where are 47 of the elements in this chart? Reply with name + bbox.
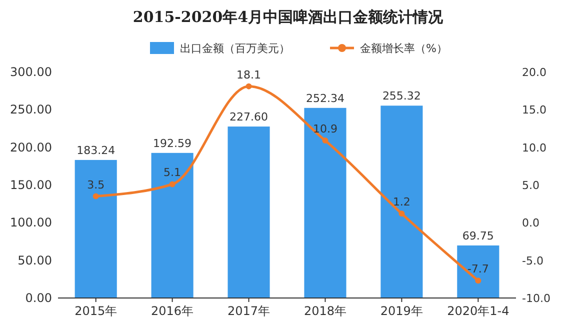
y2-tick-label: -5.0 (522, 254, 544, 268)
y2-tick-label: 20.0 (522, 66, 546, 79)
y2-tick-label: 10.0 (522, 141, 546, 154)
x-tick-label: 2020年1-4 (447, 304, 510, 318)
bar (457, 245, 500, 298)
point (169, 181, 176, 188)
data-label: 192.59 (153, 136, 192, 150)
y2-tick-label: 5.0 (522, 179, 540, 192)
y2-tick-label: 15.0 (522, 104, 546, 117)
legend-label: 出口金额（百万美元） (180, 42, 290, 55)
data-label: 227.60 (230, 110, 268, 124)
point (246, 83, 252, 90)
data-label: 5.1 (164, 166, 182, 180)
y-tick-label: 0.00 (25, 291, 52, 305)
data-label: 18.1 (236, 68, 262, 82)
x-tick-label: 2016年 (151, 304, 194, 318)
data-label: 69.75 (462, 229, 494, 242)
y-tick-label: 250.00 (10, 102, 52, 117)
y-tick-label: 150.00 (10, 178, 52, 192)
bar (228, 126, 270, 298)
data-label: 3.5 (87, 178, 105, 192)
point (475, 278, 482, 284)
y-tick-label: 300.00 (10, 65, 52, 79)
x-tick-label: 2018年 (304, 304, 347, 318)
data-label: -7.7 (467, 262, 489, 276)
data-label: 252.34 (306, 92, 344, 105)
x-tick-label: 2019年 (380, 304, 423, 318)
point (322, 138, 328, 144)
point (92, 193, 99, 200)
x-tick-label: 2017年 (227, 304, 270, 318)
y-tick-label: 50.00 (18, 253, 52, 268)
bar (74, 160, 117, 298)
data-label: 183.24 (76, 144, 116, 157)
bar (304, 108, 346, 298)
data-label: 255.32 (382, 90, 421, 103)
legend-label: 金额增长率（%） (360, 42, 448, 55)
bar (151, 152, 194, 298)
y-tick-label: 200.00 (10, 140, 52, 154)
data-label: 10.9 (312, 122, 338, 136)
chart-title: 2015-2020年4月中国啤酒出口金额统计情况 (132, 8, 444, 26)
point (398, 210, 405, 217)
data-label: 1.2 (392, 196, 410, 209)
y2-tick-label: 0.0 (522, 216, 540, 230)
y-tick-label: 100.00 (10, 216, 52, 230)
bar (380, 106, 423, 298)
x-tick-label: 2015年 (74, 304, 118, 318)
y2-tick-label: -10.0 (522, 292, 550, 305)
